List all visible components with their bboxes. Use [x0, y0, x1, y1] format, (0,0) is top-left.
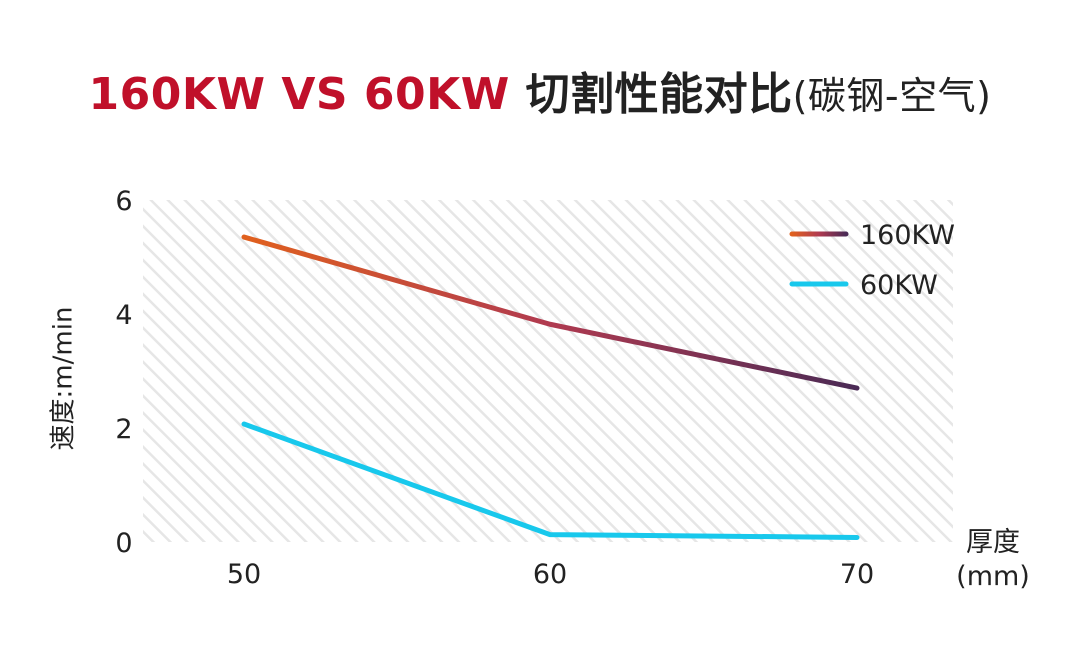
y-axis-label: 速度:m/min: [48, 306, 79, 451]
y-tick-label: 6: [115, 186, 132, 217]
chart-title: 160KW VS 60KW 切割性能对比(碳钢-空气): [0, 58, 1080, 122]
y-tick-label: 0: [115, 528, 132, 559]
y-tick-label: 2: [115, 414, 132, 445]
title-highlight: 160KW VS 60KW: [88, 69, 510, 120]
x-axis-label-line2: (mm): [956, 561, 1030, 592]
series-line-60kw: [241, 421, 860, 540]
y-tick-label: 4: [115, 300, 132, 331]
x-tick-label: 60: [533, 559, 567, 590]
x-tick-label: 70: [840, 559, 874, 590]
title-main: 切割性能对比: [509, 69, 793, 120]
x-axis-label-line1: 厚度: [966, 527, 1020, 558]
title-sub: (碳钢-空气): [792, 74, 992, 118]
x-axis-label: 厚度 (mm): [948, 526, 1038, 594]
legend-label: 160KW: [860, 220, 955, 251]
legend-label: 60KW: [860, 270, 938, 301]
plot-area: [143, 200, 953, 542]
x-tick-label: 50: [227, 559, 261, 590]
series-line-160kw: [241, 234, 860, 391]
